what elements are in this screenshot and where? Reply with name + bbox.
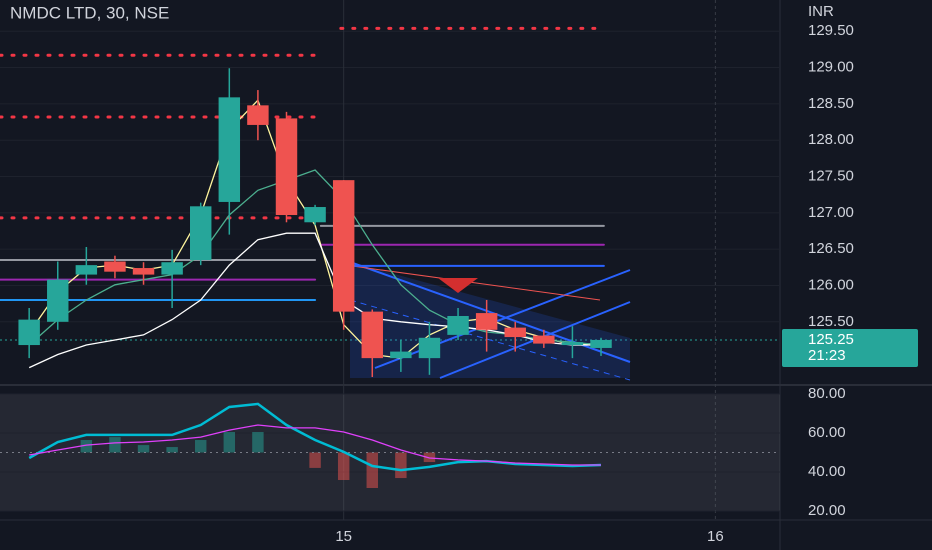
candle-body xyxy=(132,268,155,275)
indicator-line xyxy=(29,424,601,466)
histogram-bar xyxy=(80,440,93,453)
channel-line xyxy=(349,299,631,381)
histogram-bar xyxy=(423,452,436,463)
candle-body xyxy=(247,105,269,125)
candle-body xyxy=(590,339,612,348)
candle-body xyxy=(390,351,412,359)
y-tick-label: 128.50 xyxy=(808,95,854,112)
last-price-tag xyxy=(782,328,918,367)
histogram-bar xyxy=(223,432,236,453)
y-tick-label: 126.00 xyxy=(808,276,854,293)
histogram-bar xyxy=(366,452,378,489)
histogram-bar xyxy=(137,445,150,453)
chart-title: NMDC LTD, 30, NSE xyxy=(10,3,169,22)
histogram-bar xyxy=(395,452,407,479)
histogram-bar xyxy=(166,447,178,453)
signal-marker xyxy=(438,278,478,293)
candle-body xyxy=(275,118,298,216)
candle-body xyxy=(361,311,383,359)
histogram-bar xyxy=(109,437,121,453)
y-tick-label: 129.50 xyxy=(808,22,854,39)
currency-label: INR xyxy=(808,3,834,20)
histogram-bar xyxy=(309,452,321,468)
candle-body xyxy=(533,335,555,344)
candle-body xyxy=(418,337,441,359)
y-tick-label: 128.00 xyxy=(808,131,854,148)
y-tick-label: 60.00 xyxy=(808,424,846,441)
y-tick-label: 80.00 xyxy=(808,385,846,402)
y-tick-label: 40.00 xyxy=(808,463,846,480)
candle-body xyxy=(218,97,241,202)
countdown-label: 21:23 xyxy=(808,347,846,364)
histogram-bar xyxy=(252,432,264,453)
y-tick-label: 125.50 xyxy=(808,313,854,330)
histogram-bar xyxy=(337,452,350,481)
candle-body xyxy=(189,206,212,261)
candle-body xyxy=(75,265,98,275)
candle-body xyxy=(104,261,126,272)
candle-body xyxy=(304,207,326,223)
candle-body xyxy=(447,315,469,335)
y-tick-label: 20.00 xyxy=(808,502,846,519)
candle-body xyxy=(475,313,498,330)
indicator-line xyxy=(28,402,602,472)
channel-line xyxy=(374,269,631,369)
candle-body xyxy=(18,319,40,346)
candle-body xyxy=(332,180,355,312)
candle-body xyxy=(561,342,584,346)
last-price-label: 125.25 xyxy=(808,331,854,348)
candle-body xyxy=(47,279,69,322)
price-pane xyxy=(0,26,612,378)
candle-body xyxy=(504,327,526,338)
y-tick-label: 127.50 xyxy=(808,167,854,184)
oscillator-pane xyxy=(0,402,780,489)
x-tick-label: 15 xyxy=(335,528,352,545)
y-tick-label: 127.00 xyxy=(808,204,854,221)
y-tick-label: 126.50 xyxy=(808,240,854,257)
x-tick-label: 16 xyxy=(707,528,724,545)
candle-body xyxy=(161,262,183,275)
histogram-bar xyxy=(195,440,207,453)
trend-line xyxy=(344,264,601,301)
axes: 125.50 126.00 126.50 127.00 127.50 128.00 128.… xyxy=(335,22,918,545)
y-tick-label: 129.00 xyxy=(808,59,854,76)
